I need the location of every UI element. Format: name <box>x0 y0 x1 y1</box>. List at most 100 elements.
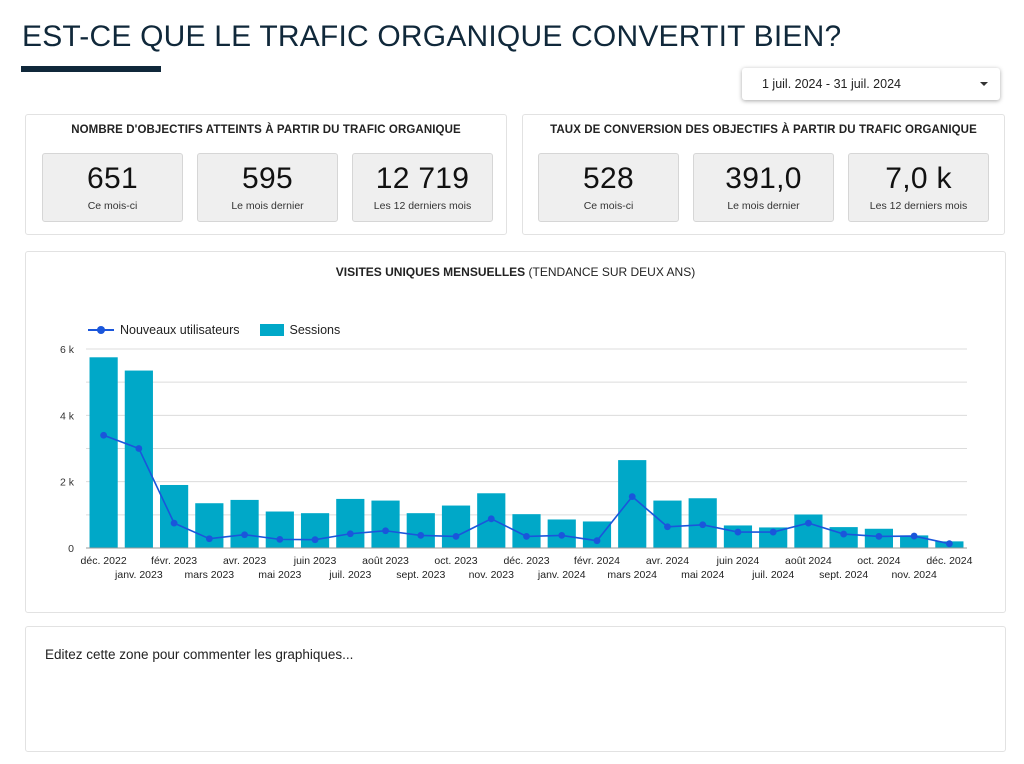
point-new-users[interactable] <box>452 532 460 540</box>
kpi-label: Ce mois-ci <box>87 200 138 212</box>
comment-text[interactable]: Editez cette zone pour commenter les gra… <box>45 647 354 662</box>
point-new-users[interactable] <box>100 431 108 439</box>
point-new-users[interactable] <box>910 532 918 540</box>
kpi-goals-title: NOMBRE D'OBJECTIFS ATTEINTS À PARTIR DU … <box>71 124 461 136</box>
point-new-users[interactable] <box>664 523 671 531</box>
x-tick-label: oct. 2024 <box>857 555 900 567</box>
x-tick-label: sept. 2023 <box>396 569 445 581</box>
chart-title-main: VISITES UNIQUES MENSUELLES <box>335 265 526 279</box>
x-tick-label: nov. 2023 <box>469 569 515 581</box>
comment-panel[interactable]: Editez cette zone pour commenter les gra… <box>25 626 1006 752</box>
legend-item-sessions[interactable]: Sessions <box>259 323 341 337</box>
kpi-value: 391,0 <box>725 162 802 195</box>
chart-legend: Nouveaux utilisateurs Sessions <box>88 323 360 337</box>
kpi-value: 651 <box>87 162 138 195</box>
chart-panel: VISITES UNIQUES MENSUELLES (TENDANCE SUR… <box>25 251 1006 613</box>
x-tick-label: juil. 2024 <box>751 569 794 581</box>
point-new-users[interactable] <box>135 445 143 452</box>
date-range-picker[interactable]: 1 juil. 2024 - 31 juil. 2024 <box>742 68 1000 100</box>
x-tick-label: déc. 2023 <box>503 555 549 567</box>
bar-sessions[interactable] <box>124 370 153 548</box>
point-new-users[interactable] <box>805 519 812 527</box>
line-marker-icon <box>88 326 114 334</box>
kpi-value: 595 <box>242 162 293 195</box>
kpi-card-goals-last-12-months[interactable]: 12 719 Les 12 derniers mois <box>352 153 493 222</box>
point-new-users[interactable] <box>840 530 848 538</box>
x-tick-label: nov. 2024 <box>891 569 937 581</box>
kpi-card-goals-this-month[interactable]: 651 Ce mois-ci <box>42 153 183 222</box>
point-new-users[interactable] <box>417 531 425 539</box>
bar-sessions[interactable] <box>441 505 471 548</box>
point-new-users[interactable] <box>769 528 777 536</box>
bar-sessions[interactable] <box>160 484 189 548</box>
page-title: EST-CE QUE LE TRAFIC ORGANIQUE CONVERTIT… <box>22 20 842 53</box>
kpi-label: Les 12 derniers mois <box>373 200 472 212</box>
title-underline <box>21 66 161 72</box>
legend-label-sessions: Sessions <box>289 323 341 337</box>
y-tick-label: 4 k <box>60 410 75 422</box>
x-tick-label: juin 2024 <box>716 555 760 567</box>
kpi-conversion-panel: TAUX DE CONVERSION DES OBJECTIFS À PARTI… <box>522 114 1005 235</box>
point-new-users[interactable] <box>276 535 284 543</box>
point-new-users[interactable] <box>487 515 495 523</box>
x-tick-label: févr. 2023 <box>151 555 197 567</box>
y-tick-label: 2 k <box>60 477 75 489</box>
y-tick-label: 0 <box>68 543 74 555</box>
point-new-users[interactable] <box>875 532 883 540</box>
x-tick-label: mai 2023 <box>258 569 301 581</box>
point-new-users[interactable] <box>241 531 248 539</box>
kpi-label: Les 12 derniers mois <box>869 200 968 212</box>
x-tick-label: avr. 2023 <box>223 555 266 567</box>
point-new-users[interactable] <box>699 521 707 529</box>
kpi-conversion-title: TAUX DE CONVERSION DES OBJECTIFS À PARTI… <box>550 124 977 136</box>
point-new-users[interactable] <box>593 537 601 545</box>
kpi-value: 7,0 k <box>885 162 952 195</box>
bar-sessions[interactable] <box>900 535 929 548</box>
x-tick-label: août 2024 <box>785 555 832 567</box>
x-tick-label: avr. 2024 <box>646 555 689 567</box>
x-tick-label: oct. 2023 <box>434 555 477 567</box>
point-new-users[interactable] <box>346 530 354 538</box>
chart-title: VISITES UNIQUES MENSUELLES (TENDANCE SUR… <box>26 265 1005 279</box>
point-new-users[interactable] <box>311 536 319 544</box>
kpi-label: Le mois dernier <box>727 200 800 212</box>
kpi-card-goals-last-month[interactable]: 595 Le mois dernier <box>197 153 338 222</box>
legend-item-new-users[interactable]: Nouveaux utilisateurs <box>88 323 240 337</box>
x-tick-label: juil. 2023 <box>328 569 371 581</box>
x-tick-label: mars 2023 <box>185 569 235 581</box>
point-new-users[interactable] <box>734 528 742 536</box>
bar-sessions[interactable] <box>406 513 435 548</box>
kpi-value: 528 <box>583 162 634 195</box>
bar-sessions[interactable] <box>230 499 259 548</box>
date-range-value: 1 juil. 2024 - 31 juil. 2024 <box>762 77 901 91</box>
bar-sessions[interactable] <box>89 357 118 548</box>
x-tick-label: août 2023 <box>362 555 409 567</box>
point-new-users[interactable] <box>523 532 530 540</box>
x-tick-label: janv. 2024 <box>537 569 586 581</box>
point-new-users[interactable] <box>558 531 566 539</box>
kpi-card-conversion-this-month[interactable]: 528 Ce mois-ci <box>538 153 679 222</box>
point-new-users[interactable] <box>170 519 178 527</box>
x-tick-label: févr. 2024 <box>574 555 620 567</box>
x-tick-label: juin 2023 <box>293 555 337 567</box>
bar-sessions[interactable] <box>794 514 823 548</box>
x-tick-label: mars 2024 <box>607 569 657 581</box>
kpi-card-conversion-last-month[interactable]: 391,0 Le mois dernier <box>693 153 834 222</box>
legend-label-new-users: Nouveaux utilisateurs <box>120 323 240 337</box>
x-tick-label: déc. 2024 <box>926 555 972 567</box>
kpi-value: 12 719 <box>375 162 470 195</box>
kpi-label: Le mois dernier <box>231 200 304 212</box>
x-tick-label: janv. 2023 <box>114 569 163 581</box>
bar-swatch-icon <box>259 324 284 336</box>
bar-sessions[interactable] <box>371 500 400 548</box>
point-new-users[interactable] <box>205 535 213 543</box>
kpi-label: Ce mois-ci <box>583 200 634 212</box>
caret-down-icon[interactable] <box>980 82 988 86</box>
x-tick-label: mai 2024 <box>681 569 724 581</box>
bar-sessions[interactable] <box>336 498 365 548</box>
point-new-users[interactable] <box>945 540 953 548</box>
point-new-users[interactable] <box>382 527 389 535</box>
y-tick-label: 6 k <box>60 344 75 356</box>
point-new-users[interactable] <box>628 493 636 500</box>
kpi-card-conversion-last-12-months[interactable]: 7,0 k Les 12 derniers mois <box>848 153 989 222</box>
